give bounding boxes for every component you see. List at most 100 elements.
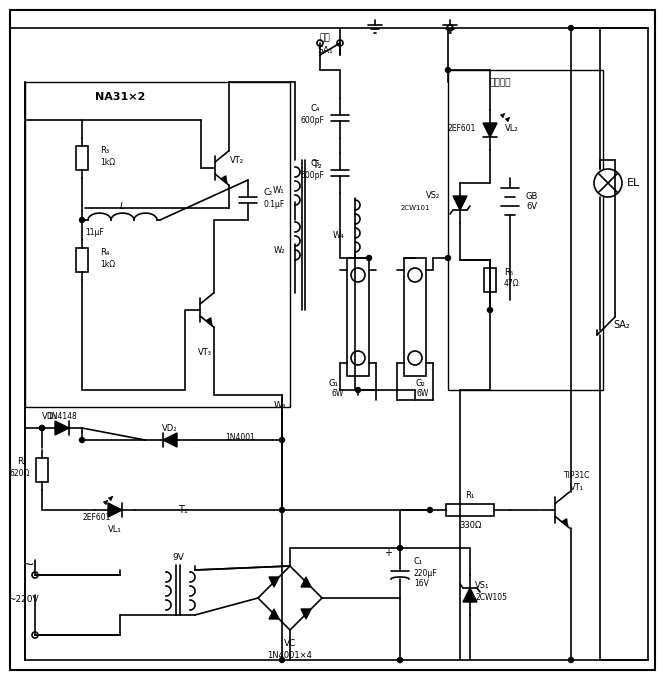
Circle shape: [408, 268, 422, 282]
Text: 6W: 6W: [417, 388, 429, 397]
Text: GB: GB: [526, 192, 538, 201]
Circle shape: [80, 218, 84, 223]
Text: NA31×2: NA31×2: [95, 92, 145, 102]
Bar: [404, 258, 426, 376]
Bar: [448, 70, 603, 390]
Text: T₂: T₂: [312, 160, 322, 170]
Text: W₁: W₁: [273, 186, 285, 195]
Text: 6W: 6W: [332, 388, 344, 397]
Text: SA₁: SA₁: [317, 45, 333, 55]
Circle shape: [280, 508, 284, 512]
Text: C₂: C₂: [264, 188, 273, 197]
Text: 220μF: 220μF: [414, 569, 438, 579]
Text: C₄: C₄: [310, 103, 320, 112]
Circle shape: [594, 169, 622, 197]
Text: 1N4001: 1N4001: [225, 434, 255, 443]
Text: G₂: G₂: [415, 379, 425, 388]
Text: 11μF: 11μF: [86, 227, 104, 236]
Bar: [36, 458, 48, 482]
Text: 600pF: 600pF: [300, 171, 324, 179]
Text: C₁: C₁: [414, 558, 423, 566]
Text: 双管: 双管: [320, 34, 330, 42]
Polygon shape: [301, 609, 311, 619]
Text: 1N4001×4: 1N4001×4: [268, 651, 312, 660]
Circle shape: [398, 545, 402, 551]
Bar: [25, 82, 290, 407]
Polygon shape: [453, 196, 467, 210]
Text: 充电单管: 充电单管: [489, 79, 511, 88]
Text: TIP31C: TIP31C: [564, 471, 590, 480]
Circle shape: [40, 425, 44, 430]
Text: VT₁: VT₁: [570, 484, 584, 493]
Circle shape: [351, 268, 365, 282]
Text: 330Ω: 330Ω: [459, 521, 481, 530]
Circle shape: [280, 658, 284, 662]
Text: 2CW105: 2CW105: [475, 593, 507, 601]
Circle shape: [447, 25, 453, 31]
Circle shape: [32, 632, 38, 638]
Polygon shape: [269, 577, 279, 587]
Text: VT₃: VT₃: [198, 347, 212, 356]
Circle shape: [398, 658, 402, 662]
Text: R₅: R₅: [504, 268, 513, 277]
Text: +: +: [384, 548, 392, 558]
Text: 6V: 6V: [526, 201, 537, 210]
Text: R₁: R₁: [465, 490, 475, 499]
Polygon shape: [483, 123, 497, 137]
Text: W₂: W₂: [273, 245, 284, 255]
Polygon shape: [108, 503, 122, 517]
Circle shape: [80, 438, 84, 443]
Text: 2CW101: 2CW101: [400, 205, 430, 211]
Circle shape: [428, 508, 432, 512]
Circle shape: [446, 68, 450, 73]
Text: 1kΩ: 1kΩ: [100, 260, 115, 269]
Bar: [484, 268, 496, 292]
Text: SA₂: SA₂: [614, 320, 631, 330]
Circle shape: [337, 40, 343, 46]
Bar: [347, 258, 369, 376]
Circle shape: [280, 438, 284, 443]
Bar: [76, 146, 88, 170]
Polygon shape: [301, 577, 311, 587]
Text: VD₁: VD₁: [42, 412, 58, 421]
Text: 2EF601: 2EF601: [83, 514, 111, 523]
Circle shape: [408, 351, 422, 365]
Circle shape: [446, 256, 450, 260]
Text: EL: EL: [627, 178, 640, 188]
Text: VC: VC: [284, 640, 296, 649]
Text: ~: ~: [22, 558, 34, 572]
Text: 2EF601: 2EF601: [448, 123, 476, 132]
Bar: [76, 248, 88, 272]
Circle shape: [317, 40, 323, 46]
Circle shape: [355, 388, 361, 393]
Text: R₃: R₃: [100, 145, 109, 155]
Text: L: L: [120, 201, 125, 210]
Text: R₄: R₄: [100, 247, 109, 256]
Bar: [446, 504, 494, 516]
Text: 47Ω: 47Ω: [504, 279, 520, 288]
Text: G₁: G₁: [328, 379, 338, 388]
Text: ~220V: ~220V: [8, 595, 38, 604]
Text: T₁: T₁: [178, 505, 188, 515]
Text: VS₂: VS₂: [426, 190, 440, 199]
Text: VD₂: VD₂: [162, 423, 178, 432]
Text: R₂: R₂: [17, 458, 27, 466]
Text: W₃: W₃: [274, 401, 286, 410]
Polygon shape: [269, 609, 279, 619]
Text: VT₂: VT₂: [230, 155, 244, 164]
Text: 1kΩ: 1kΩ: [100, 158, 115, 166]
Text: 620Ω: 620Ω: [10, 469, 30, 479]
Text: C₃: C₃: [310, 158, 320, 168]
Text: W₄: W₄: [333, 230, 345, 240]
Circle shape: [32, 572, 38, 578]
Circle shape: [351, 351, 365, 365]
Polygon shape: [55, 421, 69, 435]
Text: VS₁: VS₁: [475, 580, 489, 590]
Polygon shape: [463, 588, 477, 602]
Text: VL₁: VL₁: [108, 525, 122, 534]
Text: 0.1μF: 0.1μF: [264, 199, 285, 208]
Circle shape: [568, 25, 573, 31]
Circle shape: [367, 256, 371, 260]
Circle shape: [487, 308, 493, 312]
Polygon shape: [163, 433, 177, 447]
